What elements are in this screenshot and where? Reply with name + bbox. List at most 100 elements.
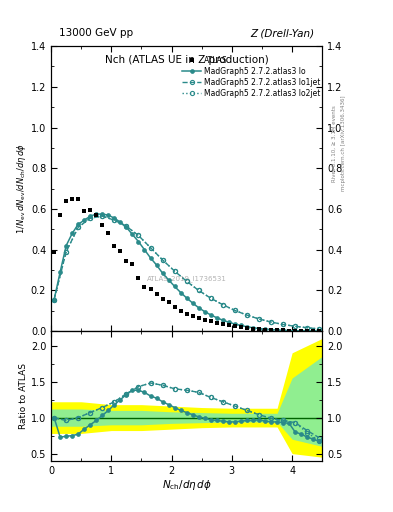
ATLAS [88, 207, 93, 213]
MadGraph5 2.7.2.atlas3 lo1jet [196, 287, 201, 293]
MadGraph5 2.7.2.atlas3 lo2jet [148, 245, 153, 251]
MadGraph5 2.7.2.atlas3 lo2jet [244, 312, 249, 318]
ATLAS [160, 295, 165, 302]
Line: MadGraph5 2.7.2.atlas3 lo1jet: MadGraph5 2.7.2.atlas3 lo1jet [52, 214, 321, 331]
ATLAS [70, 196, 75, 202]
ATLAS [166, 298, 171, 305]
MadGraph5 2.7.2.atlas3 lo [311, 328, 316, 334]
MadGraph5 2.7.2.atlas3 lo [160, 270, 165, 276]
Text: 13000 GeV pp: 13000 GeV pp [59, 28, 133, 38]
MadGraph5 2.7.2.atlas3 lo2jet [76, 224, 81, 230]
ATLAS [94, 212, 99, 218]
ATLAS [130, 261, 135, 267]
MadGraph5 2.7.2.atlas3 lo2jet [88, 215, 93, 221]
Text: Nch (ATLAS UE in Z production): Nch (ATLAS UE in Z production) [105, 55, 268, 65]
MadGraph5 2.7.2.atlas3 lo1jet [293, 323, 298, 329]
Line: MadGraph5 2.7.2.atlas3 lo: MadGraph5 2.7.2.atlas3 lo [52, 212, 321, 333]
ATLAS [190, 313, 195, 319]
MadGraph5 2.7.2.atlas3 lo1jet [257, 316, 261, 322]
ATLAS [275, 327, 279, 333]
ATLAS [76, 196, 81, 202]
ATLAS [118, 248, 123, 254]
Legend: ATLAS, MadGraph5 2.7.2.atlas3 lo, MadGraph5 2.7.2.atlas3 lo1jet, MadGraph5 2.7.2: ATLAS, MadGraph5 2.7.2.atlas3 lo, MadGra… [181, 55, 322, 99]
MadGraph5 2.7.2.atlas3 lo [94, 211, 99, 217]
MadGraph5 2.7.2.atlas3 lo [251, 325, 255, 331]
Text: Rivet 3.1.10, ≥ 3.1M events: Rivet 3.1.10, ≥ 3.1M events [332, 105, 337, 182]
MadGraph5 2.7.2.atlas3 lo [142, 247, 147, 253]
MadGraph5 2.7.2.atlas3 lo1jet [281, 322, 285, 328]
MadGraph5 2.7.2.atlas3 lo2jet [100, 213, 105, 219]
MadGraph5 2.7.2.atlas3 lo1jet [52, 296, 57, 303]
ATLAS [311, 328, 316, 334]
ATLAS [178, 308, 183, 314]
MadGraph5 2.7.2.atlas3 lo [166, 277, 171, 283]
ATLAS [257, 326, 261, 332]
Y-axis label: Ratio to ATLAS: Ratio to ATLAS [19, 363, 28, 429]
ATLAS [208, 318, 213, 325]
ATLAS [215, 319, 219, 326]
ATLAS [305, 328, 310, 334]
MadGraph5 2.7.2.atlas3 lo1jet [88, 215, 93, 221]
ATLAS [233, 323, 237, 329]
MadGraph5 2.7.2.atlas3 lo [196, 305, 201, 311]
MadGraph5 2.7.2.atlas3 lo [269, 327, 274, 333]
ATLAS [64, 198, 68, 204]
MadGraph5 2.7.2.atlas3 lo2jet [172, 268, 177, 274]
MadGraph5 2.7.2.atlas3 lo [239, 323, 243, 329]
ATLAS [154, 290, 159, 296]
MadGraph5 2.7.2.atlas3 lo1jet [305, 325, 310, 331]
MadGraph5 2.7.2.atlas3 lo1jet [244, 312, 249, 318]
MadGraph5 2.7.2.atlas3 lo [178, 289, 183, 295]
ATLAS [82, 208, 86, 214]
MadGraph5 2.7.2.atlas3 lo [112, 215, 117, 221]
MadGraph5 2.7.2.atlas3 lo1jet [317, 326, 321, 332]
MadGraph5 2.7.2.atlas3 lo1jet [148, 245, 153, 251]
MadGraph5 2.7.2.atlas3 lo [148, 255, 153, 261]
ATLAS [244, 325, 249, 331]
MadGraph5 2.7.2.atlas3 lo [287, 328, 292, 334]
MadGraph5 2.7.2.atlas3 lo1jet [160, 257, 165, 263]
ATLAS [239, 324, 243, 330]
ATLAS [112, 243, 117, 249]
ATLAS [196, 315, 201, 321]
MadGraph5 2.7.2.atlas3 lo [106, 212, 111, 218]
MadGraph5 2.7.2.atlas3 lo1jet [136, 232, 141, 239]
MadGraph5 2.7.2.atlas3 lo2jet [136, 232, 141, 239]
Text: ATLAS_2019_I1736531: ATLAS_2019_I1736531 [147, 275, 227, 282]
MadGraph5 2.7.2.atlas3 lo [275, 327, 279, 333]
MadGraph5 2.7.2.atlas3 lo2jet [257, 316, 261, 322]
MadGraph5 2.7.2.atlas3 lo1jet [172, 268, 177, 274]
MadGraph5 2.7.2.atlas3 lo [118, 219, 123, 225]
Y-axis label: $1/N_{\rm ev}\,dN_{\rm ev}/dN_{\rm ch}/d\eta\,d\phi$: $1/N_{\rm ev}\,dN_{\rm ev}/dN_{\rm ch}/d… [15, 143, 28, 234]
MadGraph5 2.7.2.atlas3 lo2jet [208, 295, 213, 301]
MadGraph5 2.7.2.atlas3 lo1jet [233, 307, 237, 313]
ATLAS [142, 284, 147, 290]
ATLAS [281, 327, 285, 333]
MadGraph5 2.7.2.atlas3 lo [244, 324, 249, 330]
ATLAS [52, 249, 57, 255]
MadGraph5 2.7.2.atlas3 lo [64, 243, 68, 249]
MadGraph5 2.7.2.atlas3 lo2jet [220, 302, 225, 308]
MadGraph5 2.7.2.atlas3 lo1jet [208, 295, 213, 301]
ATLAS [148, 286, 153, 292]
MadGraph5 2.7.2.atlas3 lo [226, 319, 231, 325]
MadGraph5 2.7.2.atlas3 lo [299, 328, 303, 334]
ATLAS [202, 317, 207, 323]
MadGraph5 2.7.2.atlas3 lo [208, 312, 213, 318]
MadGraph5 2.7.2.atlas3 lo [215, 315, 219, 321]
MadGraph5 2.7.2.atlas3 lo [88, 213, 93, 219]
MadGraph5 2.7.2.atlas3 lo2jet [196, 287, 201, 293]
MadGraph5 2.7.2.atlas3 lo1jet [124, 223, 129, 229]
MadGraph5 2.7.2.atlas3 lo1jet [184, 278, 189, 284]
MadGraph5 2.7.2.atlas3 lo1jet [100, 213, 105, 219]
MadGraph5 2.7.2.atlas3 lo1jet [76, 224, 81, 230]
MadGraph5 2.7.2.atlas3 lo [305, 328, 310, 334]
MadGraph5 2.7.2.atlas3 lo1jet [269, 319, 274, 325]
MadGraph5 2.7.2.atlas3 lo [154, 262, 159, 268]
ATLAS [299, 328, 303, 334]
Line: ATLAS: ATLAS [51, 197, 322, 333]
MadGraph5 2.7.2.atlas3 lo2jet [64, 249, 68, 255]
ATLAS [58, 212, 62, 218]
MadGraph5 2.7.2.atlas3 lo [293, 328, 298, 334]
ATLAS [100, 222, 105, 228]
